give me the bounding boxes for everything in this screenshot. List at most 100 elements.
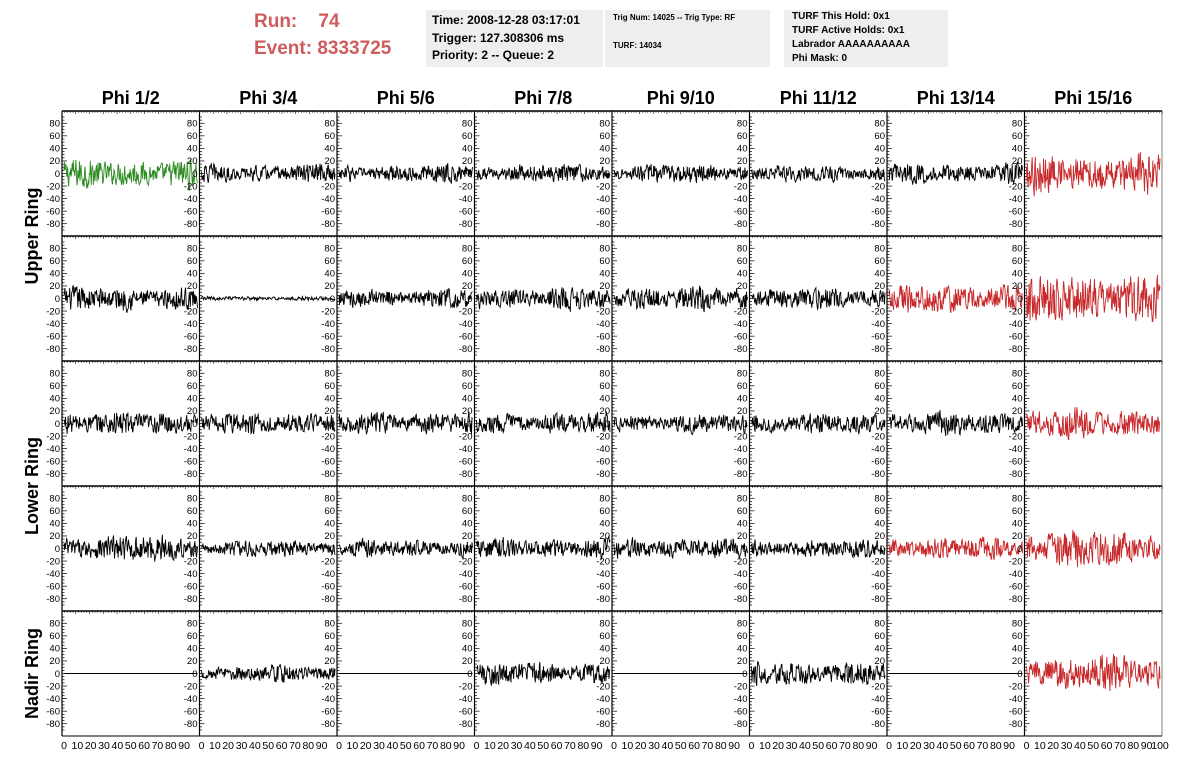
- y-tick-label: 40: [599, 269, 610, 280]
- y-tick-label: 0: [55, 669, 60, 680]
- y-tick-label: 40: [187, 394, 198, 405]
- x-tick-label: 90: [1003, 740, 1015, 752]
- y-tick-label: -20: [46, 431, 60, 442]
- y-tick-label: -20: [459, 306, 473, 317]
- y-tick-label: 20: [874, 531, 885, 542]
- x-tick-label: 0: [61, 740, 67, 752]
- y-tick-label: 20: [49, 656, 60, 667]
- y-tick-label: -60: [46, 331, 60, 342]
- y-tick-label: 0: [192, 294, 197, 305]
- y-tick-label: -20: [596, 306, 610, 317]
- x-tick-label: 50: [1087, 740, 1099, 752]
- y-tick-label: -40: [734, 319, 748, 330]
- y-tick-label: -60: [184, 581, 198, 592]
- y-tick-label: 80: [874, 619, 885, 630]
- turf-active-holds-text: TURF Active Holds: 0x1: [792, 25, 905, 36]
- y-tick-label: -60: [734, 581, 748, 592]
- y-tick-label: 0: [742, 544, 747, 555]
- y-tick-label: 0: [467, 544, 472, 555]
- y-tick-label: -80: [734, 344, 748, 355]
- y-tick-label: -60: [596, 706, 610, 717]
- y-tick-label: -60: [596, 581, 610, 592]
- row-group-title-1: Upper Ring: [22, 188, 42, 285]
- y-tick-label: 80: [599, 619, 610, 630]
- trigger-info-box: Trig Num: 14025 -- Trig Type: RF TURF: 1…: [605, 10, 770, 67]
- y-tick-label: -20: [596, 681, 610, 692]
- y-tick-label: -80: [46, 594, 60, 605]
- x-tick-label: 60: [138, 740, 150, 752]
- x-tick-label: 40: [249, 740, 261, 752]
- y-tick-label: -20: [596, 556, 610, 567]
- x-tick-label: 0: [749, 740, 755, 752]
- y-tick-label: -20: [321, 556, 335, 567]
- x-tick-label: 30: [923, 740, 935, 752]
- x-tick-label: 70: [977, 740, 989, 752]
- y-tick-label: -40: [596, 319, 610, 330]
- y-tick-label: 0: [742, 294, 747, 305]
- x-tick-label: 80: [440, 740, 452, 752]
- priority-text: Priority: 2 -- Queue: 2: [432, 48, 555, 62]
- y-tick-label: -40: [46, 444, 60, 455]
- y-tick-label: -60: [321, 706, 335, 717]
- y-tick-label: 0: [880, 419, 885, 430]
- y-tick-label: -60: [734, 706, 748, 717]
- y-tick-label: -80: [46, 469, 60, 480]
- y-tick-label: -20: [1009, 306, 1023, 317]
- y-tick-label: -40: [1009, 194, 1023, 205]
- y-tick-label: 80: [49, 494, 60, 505]
- y-tick-label: 0: [742, 669, 747, 680]
- y-tick-label: -20: [734, 681, 748, 692]
- y-tick-label: -80: [184, 469, 198, 480]
- y-tick-label: -40: [184, 319, 198, 330]
- y-tick-label: -60: [459, 706, 473, 717]
- y-tick-label: 60: [187, 631, 198, 642]
- waveform-trace: [613, 285, 748, 313]
- y-tick-label: 40: [462, 269, 473, 280]
- y-tick-label: 20: [462, 156, 473, 167]
- y-tick-label: 20: [1012, 281, 1023, 292]
- y-tick-label: 80: [324, 244, 335, 255]
- x-tick-label: 50: [262, 740, 274, 752]
- y-tick-label: 40: [324, 394, 335, 405]
- y-tick-label: 60: [49, 131, 60, 142]
- y-tick-label: 40: [874, 269, 885, 280]
- x-tick-label: 0: [336, 740, 342, 752]
- y-tick-label: -40: [871, 569, 885, 580]
- y-tick-label: -80: [871, 344, 885, 355]
- x-tick-label: 70: [289, 740, 301, 752]
- y-tick-label: 20: [462, 406, 473, 417]
- y-tick-label: 0: [467, 419, 472, 430]
- y-tick-label: 40: [49, 644, 60, 655]
- y-tick-label: -60: [1009, 581, 1023, 592]
- y-tick-label: -20: [459, 181, 473, 192]
- turf-info-box: TURF This Hold: 0x1 TURF Active Holds: 0…: [784, 10, 948, 67]
- y-tick-label: -40: [596, 194, 610, 205]
- y-tick-label: -80: [46, 719, 60, 730]
- y-tick-label: 20: [874, 656, 885, 667]
- y-tick-label: -20: [596, 431, 610, 442]
- x-tick-label: 60: [826, 740, 838, 752]
- y-tick-label: 40: [874, 519, 885, 530]
- y-tick-label: 60: [874, 256, 885, 267]
- waveform-trace: [63, 285, 198, 313]
- y-tick-label: -80: [46, 344, 60, 355]
- x-tick-label: 40: [524, 740, 536, 752]
- x-tick-label: 100: [1151, 740, 1169, 752]
- waveform-trace: [338, 411, 473, 436]
- y-tick-label: 0: [192, 544, 197, 555]
- y-tick-label: -20: [459, 556, 473, 567]
- x-tick-label: 80: [1127, 740, 1139, 752]
- x-tick-label: 20: [85, 740, 97, 752]
- y-tick-label: 20: [737, 531, 748, 542]
- y-tick-label: 60: [462, 506, 473, 517]
- x-tick-label: 40: [662, 740, 674, 752]
- y-tick-label: 80: [737, 244, 748, 255]
- y-tick-label: 40: [599, 144, 610, 155]
- y-tick-label: -80: [184, 219, 198, 230]
